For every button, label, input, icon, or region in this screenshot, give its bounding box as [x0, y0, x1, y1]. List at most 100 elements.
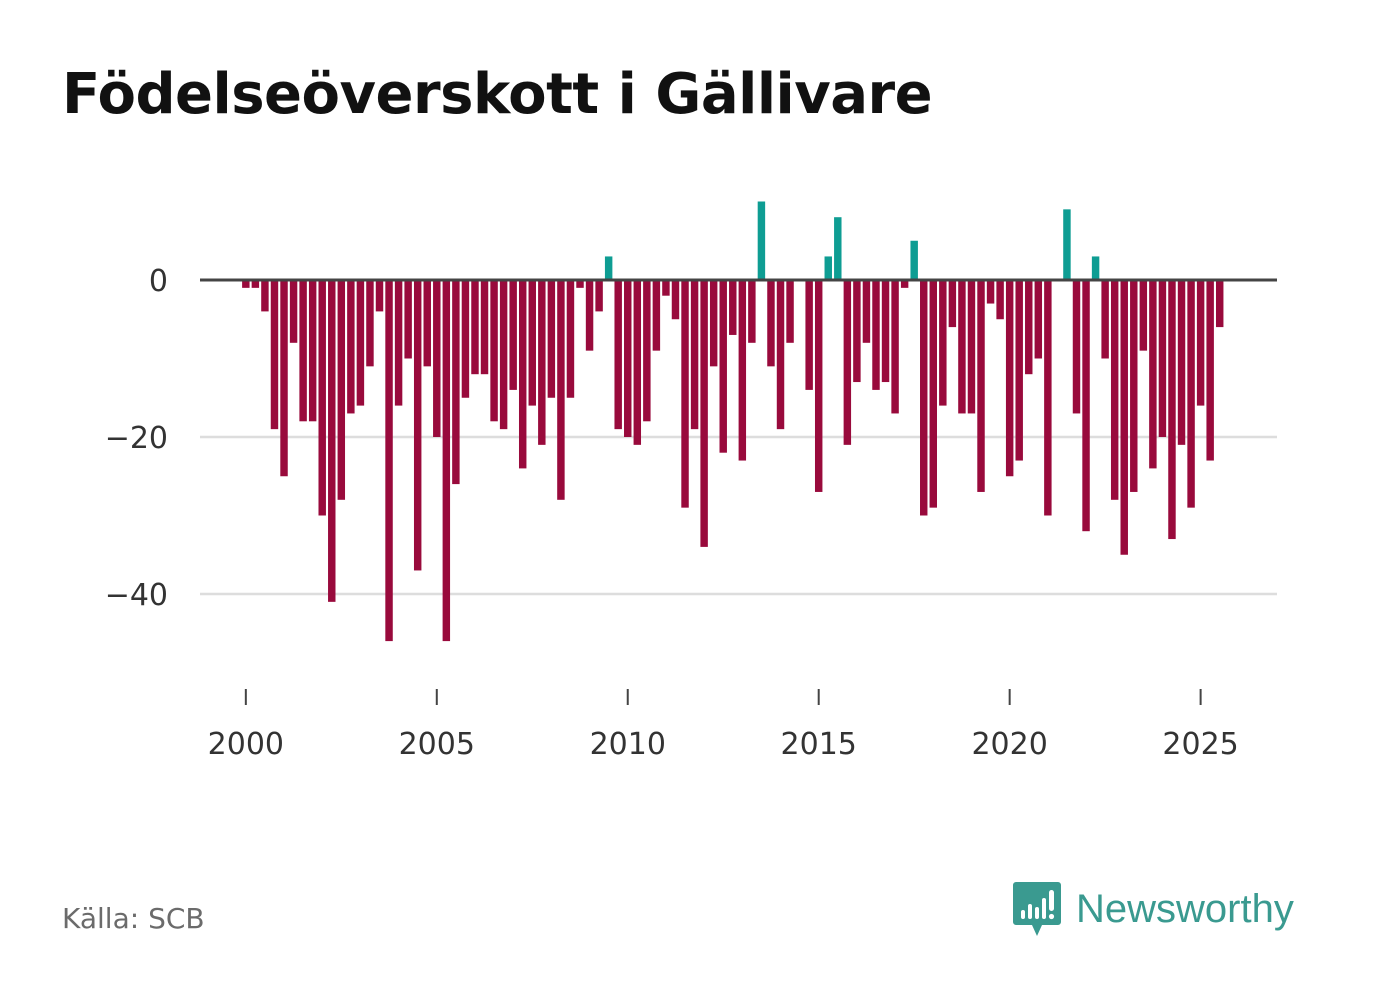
- newsworthy-logo-icon: [1013, 882, 1061, 936]
- y-tick-label: 0: [149, 264, 168, 299]
- bar-negative: [1120, 280, 1128, 555]
- bar-negative: [413, 280, 422, 571]
- axes: 0 −20 −40 2000 2005 2010 2015 2020 2025: [105, 264, 1277, 762]
- bar-negative: [452, 280, 460, 485]
- bar-negative: [881, 280, 890, 383]
- bar-negative: [872, 280, 880, 390]
- bar-negative: [585, 280, 594, 351]
- bar-negative: [900, 280, 909, 288]
- bar-negative: [1034, 280, 1043, 359]
- bar-negative: [404, 280, 412, 359]
- bar-negative: [1177, 280, 1186, 445]
- x-tick-label: 2000: [208, 727, 284, 762]
- bar-negative: [891, 280, 899, 414]
- bar-negative: [1168, 280, 1176, 540]
- bar-negative: [958, 280, 966, 414]
- bar-negative: [986, 280, 995, 304]
- bar-negative: [270, 280, 279, 430]
- bar-negative: [318, 280, 326, 516]
- bar-negative: [948, 280, 957, 328]
- bar-negative: [805, 280, 813, 390]
- brand-logo: Newsworthy: [1012, 880, 1294, 938]
- x-tick-label: 2020: [971, 727, 1047, 762]
- bar-negative: [977, 280, 985, 492]
- bar-negative: [576, 280, 584, 288]
- bar-negative: [261, 280, 269, 312]
- x-tick-label: 2010: [590, 727, 666, 762]
- bar-negative: [652, 280, 661, 351]
- bar-negative: [614, 280, 622, 430]
- bar-negative: [1196, 280, 1205, 406]
- bar-negative: [1215, 280, 1224, 328]
- bar-negative: [996, 280, 1004, 320]
- bar-negative: [862, 280, 871, 343]
- bars: [242, 201, 1224, 642]
- bar-negative: [366, 280, 374, 367]
- y-tick-label: −40: [105, 578, 168, 613]
- bar-negative: [709, 280, 718, 367]
- bar-negative: [786, 280, 794, 343]
- bar-negative: [299, 280, 307, 422]
- bar-negative: [1005, 280, 1014, 477]
- bar-negative: [557, 280, 565, 500]
- bar-negative: [518, 280, 527, 469]
- bar-negative: [939, 280, 947, 406]
- bar-negative: [538, 280, 546, 445]
- bar-negative: [566, 280, 575, 398]
- bar-negative: [509, 280, 517, 390]
- bar-negative: [547, 280, 556, 398]
- brand-name: Newsworthy: [1076, 887, 1294, 931]
- bar-negative: [853, 280, 861, 383]
- bar-negative: [624, 280, 632, 437]
- bar-negative: [280, 280, 288, 477]
- bar-negative: [738, 280, 747, 461]
- bar-negative: [1206, 280, 1214, 461]
- bar-negative: [337, 280, 346, 500]
- bar-negative: [490, 280, 498, 422]
- bar-negative: [1158, 280, 1167, 437]
- bar-negative: [251, 280, 260, 288]
- x-tick-label: 2005: [399, 727, 475, 762]
- bar-negative: [328, 280, 336, 602]
- bar-negative: [480, 280, 489, 375]
- bar-negative: [433, 280, 441, 437]
- bar-negative: [929, 280, 937, 508]
- bar-negative: [499, 280, 508, 430]
- bar-negative: [643, 280, 651, 422]
- bar-negative: [385, 280, 393, 642]
- bar-negative: [1082, 280, 1090, 532]
- y-tick-label: −20: [105, 421, 168, 456]
- bar-negative: [681, 280, 689, 508]
- bar-negative: [442, 280, 451, 642]
- bar-negative: [700, 280, 708, 547]
- bar-negative: [1025, 280, 1033, 375]
- bar-negative: [347, 280, 355, 414]
- source-label: Källa: SCB: [62, 902, 205, 935]
- bar-negative: [1187, 280, 1195, 508]
- bar-positive: [910, 240, 918, 280]
- x-tick-label: 2015: [781, 727, 857, 762]
- bar-negative: [920, 280, 928, 516]
- bar-negative: [967, 280, 976, 414]
- x-tick-label: 2025: [1162, 727, 1238, 762]
- grid-lines: [200, 435, 1277, 596]
- bar-negative: [461, 280, 470, 398]
- chart-title: Födelseöverskott i Gällivare: [62, 62, 933, 127]
- bar-negative: [1130, 280, 1138, 492]
- bar-negative: [719, 280, 727, 453]
- bar-positive: [824, 256, 832, 280]
- bar-negative: [1139, 280, 1148, 351]
- bar-negative: [356, 280, 365, 406]
- bar-negative: [1101, 280, 1109, 359]
- bar-positive: [604, 256, 613, 280]
- bar-negative: [690, 280, 699, 430]
- bar-negative: [814, 280, 823, 492]
- bar-negative: [776, 280, 785, 430]
- bar-negative: [1110, 280, 1119, 500]
- bar-negative: [767, 280, 775, 367]
- bar-negative: [843, 280, 852, 445]
- bar-negative: [289, 280, 298, 343]
- bar-negative: [1149, 280, 1157, 469]
- bar-negative: [748, 280, 756, 343]
